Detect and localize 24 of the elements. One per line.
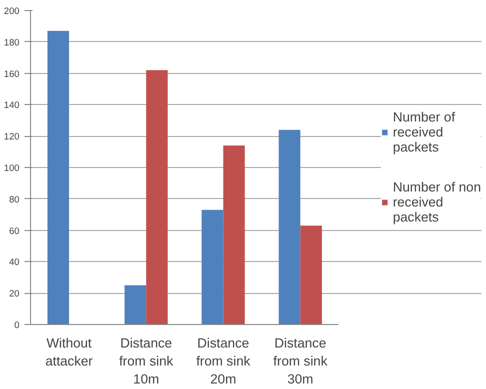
- bar: [202, 210, 224, 324]
- legend-label: Number of received packets: [392, 110, 456, 154]
- bar: [124, 285, 146, 324]
- bar: [278, 130, 300, 324]
- bar: [47, 30, 70, 324]
- y-tick-label: 120: [4, 132, 20, 142]
- bar: [146, 70, 168, 324]
- x-tick-label: Without attacker: [45, 336, 94, 368]
- y-tick-label: 0: [14, 320, 20, 330]
- bar: [300, 226, 322, 324]
- y-tick-label: 80: [9, 194, 20, 204]
- y-tick-label: 180: [4, 37, 20, 48]
- y-tick-label: 200: [4, 6, 20, 16]
- legend-label: Number of non received packets: [392, 180, 481, 224]
- y-tick-label: 160: [4, 68, 20, 79]
- y-tick-label: 60: [9, 226, 20, 236]
- x-tick-label: Distance from sink 10m: [119, 336, 174, 386]
- y-tick-label: 20: [9, 288, 20, 299]
- y-tick-label: 100: [4, 163, 20, 173]
- bar: [223, 146, 245, 324]
- y-tick-label: 40: [9, 257, 20, 268]
- x-tick-label: Distance from sink 30m: [273, 336, 328, 386]
- y-tick-label: 140: [4, 100, 20, 110]
- x-tick-label: Distance from sink 20m: [196, 336, 251, 386]
